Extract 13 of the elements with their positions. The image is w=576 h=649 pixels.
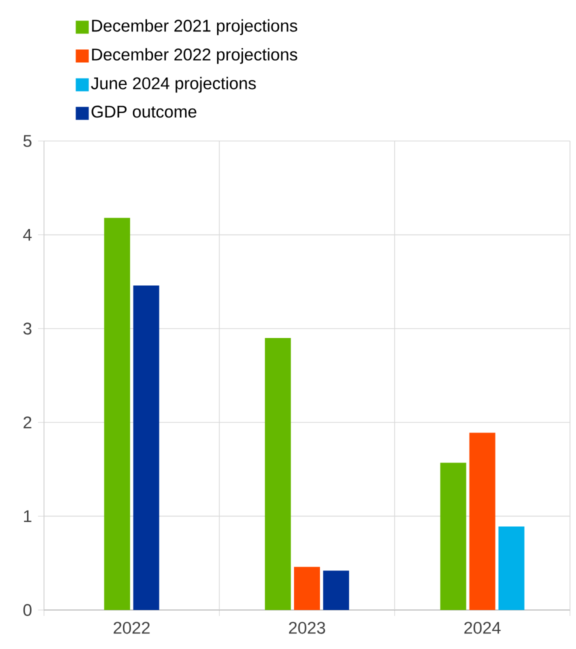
y-tick-label: 0 (24, 604, 32, 616)
x-tick-label: 2023 (289, 622, 326, 634)
legend-label: December 2021 projections (92, 19, 298, 36)
x-tick-label: 2024 (464, 622, 501, 634)
y-tick-label: 4 (23, 228, 32, 241)
legend-label: December 2022 projections (92, 48, 298, 64)
y-tick-label: 1 (24, 510, 32, 522)
legend-label: June 2024 projections (91, 76, 256, 93)
y-tick-label: 5 (24, 135, 32, 147)
y-tick-label: 2 (24, 416, 32, 428)
x-tick-label: 2022 (114, 622, 150, 634)
legend-label: GDP outcome (92, 106, 197, 118)
y-tick-label: 3 (24, 322, 32, 335)
